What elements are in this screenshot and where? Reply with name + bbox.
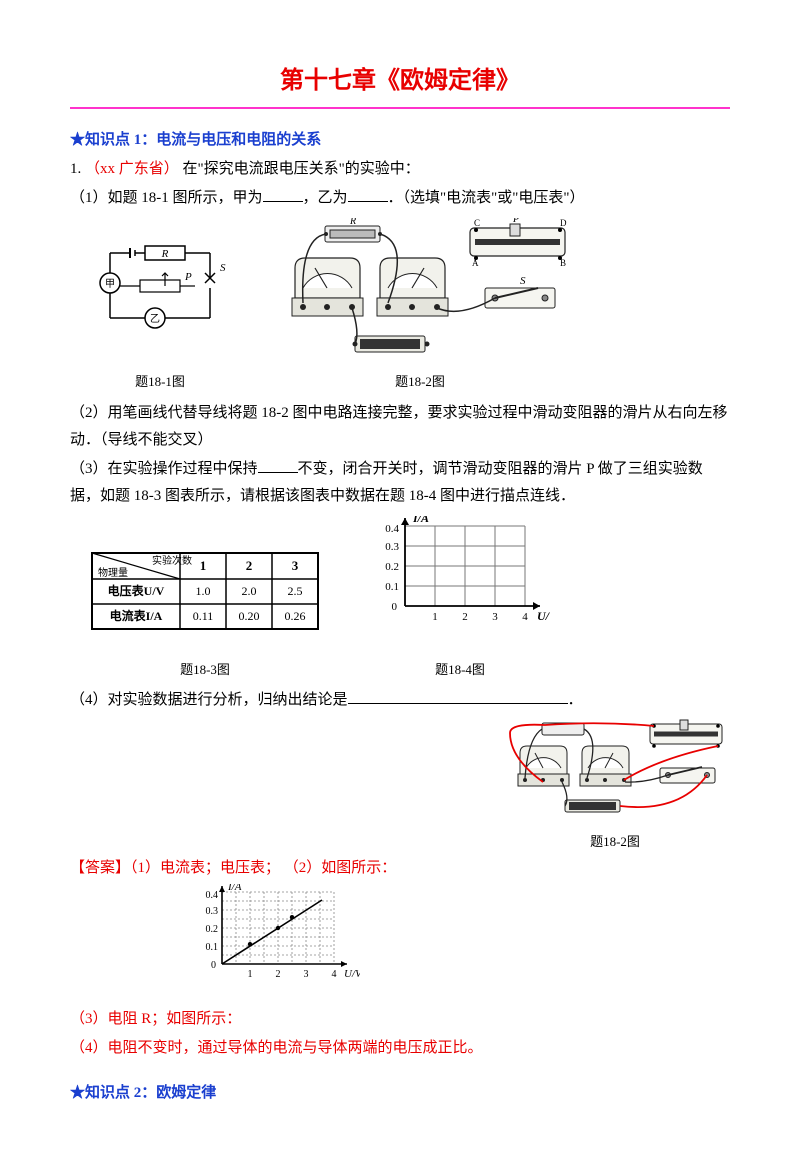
q1-p3a: （3）在实验操作过程中保持 [70,461,258,477]
q1-part1: （1）如题 18-1 图所示，甲为 ，乙为 ．（选填"电流表"或"电压表"） [70,185,730,212]
svg-text:0.4: 0.4 [385,523,399,535]
answer-fig2-wrap: 题18-2图 [70,718,730,853]
answer-line-1-2: 【答案】（1）电流表；电压表； （2）如图所示： [70,855,730,882]
fig2-caption: 题18-2图 [260,370,580,393]
figure-row-1: R S 乙 甲 P [90,218,730,393]
table-header-label: 实验次数 [152,554,192,567]
svg-text:D: D [560,218,567,228]
fig3-caption: 题18-3图 [90,658,320,681]
figure-18-3: 实验次数 物理量 1 2 3 电压表U/V 1.0 2.0 2.5 电流表I/A… [90,551,320,681]
knowledge-point-2: ★知识点 2：欧姆定律 [70,1080,730,1107]
svg-text:R: R [349,218,356,227]
svg-text:0.1: 0.1 [385,581,399,593]
svg-text:3: 3 [292,558,299,573]
svg-text:电压表U/V: 电压表U/V [108,583,165,598]
svg-text:0.3: 0.3 [385,541,399,553]
q1-p1a: （1）如题 18-1 图所示，甲为 [70,190,263,206]
figure-18-4: I/A U/V 0 0.1 0.2 0.3 0.4 1 2 3 4 题18-4图 [370,516,550,681]
svg-text:0.26: 0.26 [285,609,306,623]
answer-chart-wrap: I/A U/V 0 0.1 0.2 0.3 0.4 1 2 3 4 [190,884,730,1004]
svg-text:1.0: 1.0 [196,584,211,598]
circuit-photo-diagram: P C D A B S [260,218,580,358]
svg-text:P: P [512,218,519,225]
answer-2: （2）如图所示： [284,860,397,876]
blank-1 [263,186,303,202]
svg-text:0.2: 0.2 [385,561,399,573]
svg-text:1: 1 [200,558,207,573]
svg-text:S: S [520,275,526,287]
svg-text:R: R [161,248,169,260]
svg-text:P: P [184,271,192,283]
figure-18-2: P C D A B S [260,218,580,393]
svg-text:0.4: 0.4 [206,890,219,901]
q1-line1: 1. （xx 广东省） 在"探究电流跟电压关系"的实验中： [70,156,730,183]
answer-figure-18-2: 题18-2图 [500,718,730,853]
answer-circuit-diagram [500,718,730,818]
blank-3 [258,457,298,473]
svg-text:2: 2 [246,558,253,573]
svg-text:电流表I/A: 电流表I/A [110,608,163,623]
svg-text:2.5: 2.5 [288,584,303,598]
q1-part3: （3）在实验操作过程中保持不变，闭合开关时，调节滑动变阻器的滑片 P 做了三组实… [70,456,730,510]
svg-text:S: S [220,262,226,274]
answer-label: 【答案】 [70,860,130,876]
svg-text:I/A: I/A [227,884,242,893]
q1-stem: 在"探究电流跟电压关系"的实验中： [183,161,420,177]
q1-num: 1. [70,161,81,177]
svg-text:0.20: 0.20 [239,609,260,623]
svg-text:4: 4 [332,969,337,980]
kp2-label: ★知识点 2：欧姆定律 [70,1085,216,1101]
svg-text:2.0: 2.0 [242,584,257,598]
svg-text:U/V: U/V [537,609,550,623]
blank-4 [348,688,568,704]
table-header-sublabel: 物理量 [98,566,128,579]
q1-p1c: ．（选填"电流表"或"电压表"） [388,190,585,206]
figure-row-2: 实验次数 物理量 1 2 3 电压表U/V 1.0 2.0 2.5 电流表I/A… [90,516,730,681]
svg-text:3: 3 [492,611,498,623]
title-underline [70,107,730,109]
svg-text:2: 2 [276,969,281,980]
q1-source: （xx 广东省） [85,161,179,177]
data-table: 实验次数 物理量 1 2 3 电压表U/V 1.0 2.0 2.5 电流表I/A… [90,551,320,646]
svg-text:0.1: 0.1 [206,942,219,953]
ans-fig2-caption: 题18-2图 [500,830,730,853]
svg-text:1: 1 [432,611,438,623]
svg-text:乙: 乙 [150,313,160,325]
svg-text:0.2: 0.2 [206,924,219,935]
chapter-title: 第十七章《欧姆定律》 [70,60,730,103]
svg-text:I/A: I/A [412,516,429,525]
q1-p4a: （4）对实验数据进行分析，归纳出结论是 [70,692,348,708]
svg-text:甲: 甲 [105,279,115,290]
figure-18-1: R S 乙 甲 P [90,238,230,393]
blank-2 [348,186,388,202]
kp1-label: ★知识点 1：电流与电压和电阻的关系 [70,132,321,148]
circuit-diagram-1: R S 乙 甲 P [90,238,230,358]
svg-text:U/V: U/V [344,968,360,980]
answer-chart: I/A U/V 0 0.1 0.2 0.3 0.4 1 2 3 4 [190,884,360,994]
svg-text:0.11: 0.11 [193,609,214,623]
svg-text:0: 0 [211,960,216,971]
page: 第十七章《欧姆定律》 ★知识点 1：电流与电压和电阻的关系 1. （xx 广东省… [0,0,800,1149]
q1-p1b: ，乙为 [303,190,348,206]
answer-line-3: （3）电阻 R；如图所示： [70,1006,730,1033]
q1-p4b: ． [568,692,583,708]
answer-1: （1）电流表；电压表； [130,860,280,876]
q1-part2: （2）用笔画线代替导线将题 18-2 图中电路连接完整，要求实验过程中滑动变阻器… [70,400,730,454]
svg-text:C: C [474,218,480,228]
fig4-caption: 题18-4图 [370,658,550,681]
svg-text:0: 0 [392,601,398,613]
q1-part4: （4）对实验数据进行分析，归纳出结论是 ． [70,687,730,714]
svg-text:3: 3 [304,969,309,980]
svg-text:0.3: 0.3 [206,906,219,917]
svg-text:4: 4 [522,611,528,623]
svg-text:1: 1 [248,969,253,980]
knowledge-point-1: ★知识点 1：电流与电压和电阻的关系 [70,127,730,154]
fig1-caption: 题18-1图 [90,370,230,393]
blank-chart: I/A U/V 0 0.1 0.2 0.3 0.4 1 2 3 4 [370,516,550,646]
svg-text:2: 2 [462,611,468,623]
answer-line-4: （4）电阻不变时，通过导体的电流与导体两端的电压成正比。 [70,1035,730,1062]
